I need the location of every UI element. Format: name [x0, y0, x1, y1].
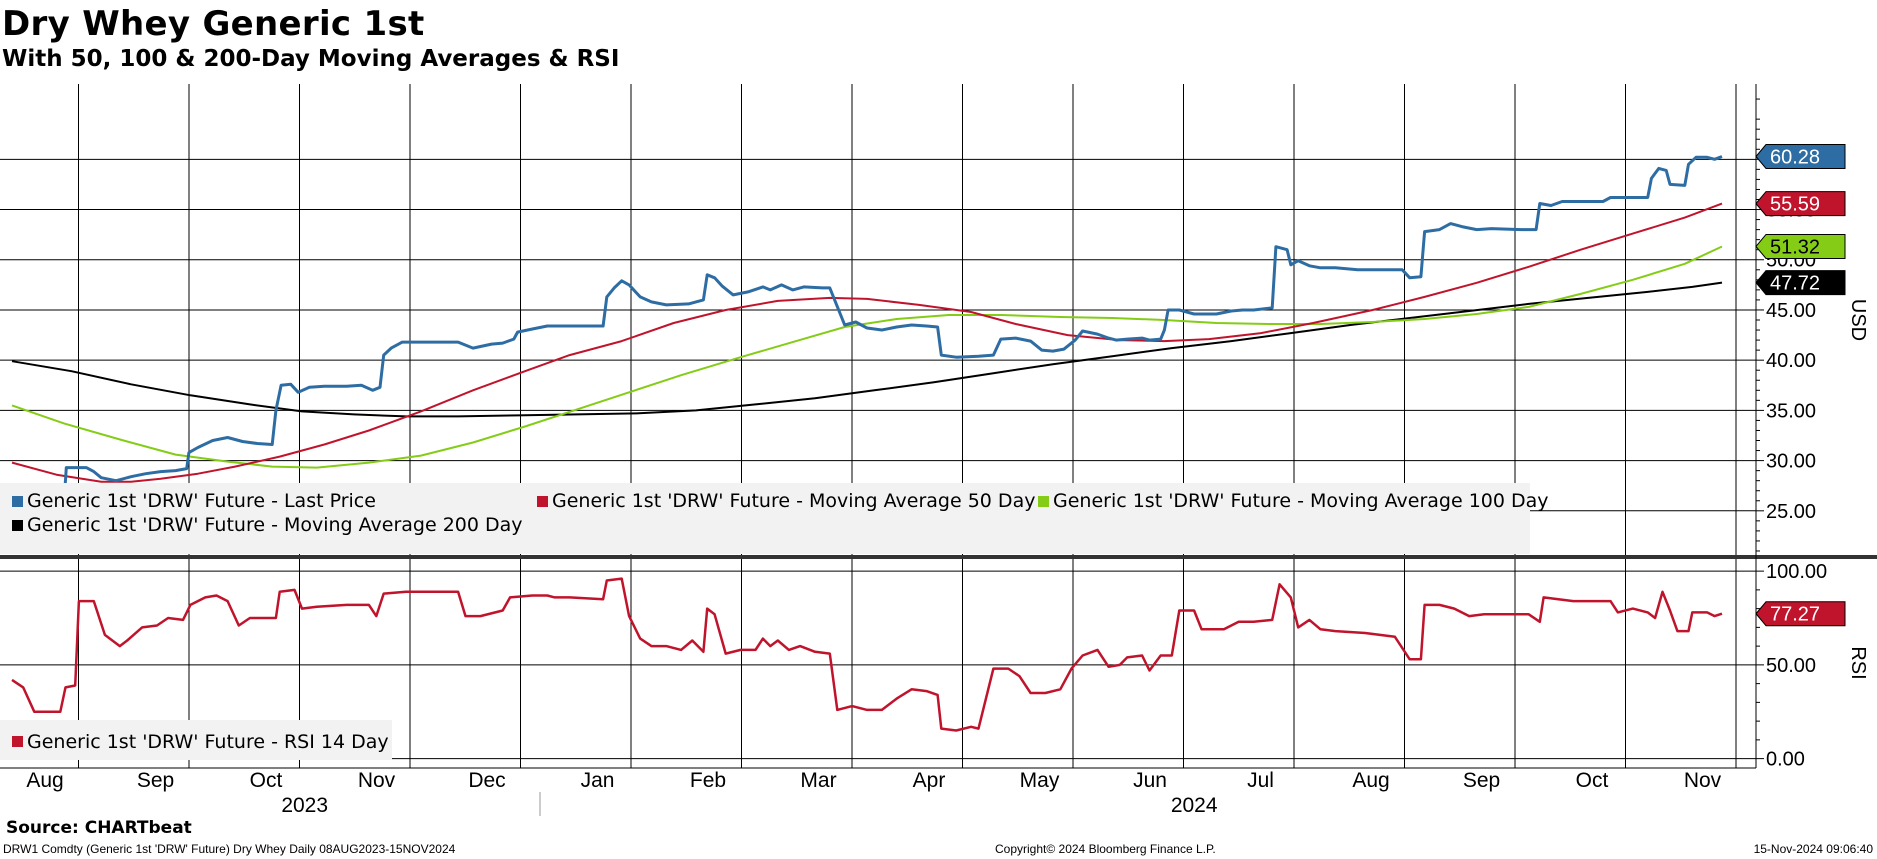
y-tick-label: 40.00	[1766, 350, 1816, 372]
month-label: Oct	[1576, 769, 1609, 792]
last-value-badges: 60.28 55.59 51.32 47.72 77.27	[1755, 144, 1846, 627]
rsi-tick-label: 100.00	[1766, 561, 1827, 583]
series-line-price	[11, 155, 1723, 509]
series-line-rsi	[11, 577, 1723, 732]
month-label: Jan	[581, 769, 615, 792]
footer-timestamp: 15-Nov-2024 09:06:40	[1753, 842, 1873, 856]
y-tick-label: 25.00	[1766, 501, 1816, 523]
chart-title: Dry Whey Generic 1st	[2, 4, 425, 44]
rsi-series-layer	[11, 577, 1723, 732]
year-label: 2024	[1171, 794, 1218, 817]
last-value-badge-ma50: 55.59	[1755, 191, 1846, 217]
price-series-layer	[11, 155, 1723, 509]
month-label: Apr	[913, 769, 946, 792]
legend-swatch-rsi	[12, 736, 23, 747]
y-axis-title: USD	[1847, 299, 1869, 341]
series-line-ma50	[11, 202, 1723, 483]
badge-shape	[1755, 233, 1846, 259]
year-label: 2023	[281, 794, 328, 817]
month-label: Nov	[1684, 769, 1722, 792]
badge-label: 77.27	[1770, 604, 1820, 626]
month-label: Sep	[137, 769, 174, 792]
month-label: Jul	[1247, 769, 1274, 792]
badge-shape	[1755, 144, 1846, 170]
badge-label: 51.32	[1770, 236, 1820, 258]
rsi-tick-label: 50.00	[1766, 655, 1816, 677]
legend-swatch-ma50	[537, 496, 548, 507]
legend-label-ma100: Generic 1st 'DRW' Future - Moving Averag…	[1053, 490, 1549, 512]
footer-copyright: Copyright© 2024 Bloomberg Finance L.P.	[995, 842, 1216, 856]
month-label: Feb	[690, 769, 726, 792]
footer-ticker-info: DRW1 Comdty (Generic 1st 'DRW' Future) D…	[3, 842, 456, 856]
y-tick-label: 35.00	[1766, 400, 1816, 422]
month-label: Jun	[1133, 769, 1167, 792]
badge-label: 47.72	[1770, 273, 1820, 295]
month-label: Dec	[468, 769, 505, 792]
month-label: Sep	[1463, 769, 1500, 792]
month-label: May	[1020, 769, 1060, 792]
badge-shape	[1755, 601, 1846, 627]
badge-label: 60.28	[1770, 147, 1820, 169]
legend: Generic 1st 'DRW' Future - Last Price Gen…	[0, 483, 1549, 760]
rsi-legend-box	[0, 720, 392, 760]
legend-label-price: Generic 1st 'DRW' Future - Last Price	[27, 490, 376, 512]
month-label: Mar	[800, 769, 836, 792]
legend-label-ma50: Generic 1st 'DRW' Future - Moving Averag…	[552, 490, 1035, 512]
legend-box	[0, 483, 1530, 554]
month-label: Aug	[26, 769, 63, 792]
grid-lines	[0, 84, 1756, 768]
y-tick-label: 45.00	[1766, 300, 1816, 322]
legend-swatch-ma100	[1038, 496, 1049, 507]
month-label: Nov	[358, 769, 396, 792]
source-label: Source: CHARTbeat	[6, 818, 192, 838]
badge-label: 55.59	[1770, 194, 1820, 216]
rsi-tick-label: 0.00	[1766, 749, 1805, 771]
month-label: Oct	[250, 769, 283, 792]
legend-swatch-ma200	[12, 520, 23, 531]
chart-subtitle: With 50, 100 & 200-Day Moving Averages &…	[2, 46, 620, 72]
y-tick-label: 30.00	[1766, 451, 1816, 473]
legend-label-ma200: Generic 1st 'DRW' Future - Moving Averag…	[27, 514, 523, 536]
badge-shape	[1755, 270, 1846, 296]
badge-shape	[1755, 191, 1846, 217]
last-value-badge-ma200: 47.72	[1755, 270, 1846, 296]
last-value-badge-ma100: 51.32	[1755, 233, 1846, 259]
last-value-badge-price: 60.28	[1755, 144, 1846, 170]
series-line-ma200	[11, 281, 1723, 418]
rsi-axis-title: RSI	[1847, 646, 1869, 679]
last-value-badge-rsi: 77.27	[1755, 601, 1846, 627]
month-label: Aug	[1352, 769, 1389, 792]
legend-swatch-price	[12, 496, 23, 507]
series-line-ma100	[11, 245, 1723, 469]
legend-label-rsi: Generic 1st 'DRW' Future - RSI 14 Day	[27, 731, 389, 753]
